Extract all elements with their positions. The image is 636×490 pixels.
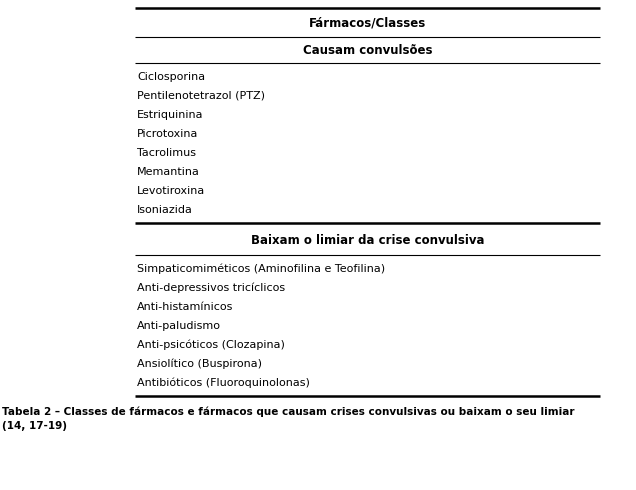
Text: Levotiroxina: Levotiroxina (137, 186, 205, 196)
Text: Isoniazida: Isoniazida (137, 205, 193, 215)
Text: Estriquinina: Estriquinina (137, 110, 204, 120)
Text: Simpaticomiméticos (Aminofilina e Teofilina): Simpaticomiméticos (Aminofilina e Teofil… (137, 264, 385, 274)
Text: Ciclosporina: Ciclosporina (137, 72, 205, 82)
Text: Baixam o limiar da crise convulsiva: Baixam o limiar da crise convulsiva (251, 235, 484, 247)
Text: Tacrolimus: Tacrolimus (137, 148, 196, 158)
Text: Antibióticos (Fluoroquinolonas): Antibióticos (Fluoroquinolonas) (137, 378, 310, 388)
Text: Anti-depressivos tricíclicos: Anti-depressivos tricíclicos (137, 283, 285, 293)
Text: Tabela 2 – Classes de fármacos e fármacos que causam crises convulsivas ou baixa: Tabela 2 – Classes de fármacos e fármaco… (2, 407, 574, 417)
Text: Ansiolítico (Buspirona): Ansiolítico (Buspirona) (137, 359, 262, 369)
Text: Anti-histamínicos: Anti-histamínicos (137, 302, 233, 312)
Text: Memantina: Memantina (137, 167, 200, 177)
Text: Fármacos/Classes: Fármacos/Classes (309, 17, 426, 29)
Text: Picrotoxina: Picrotoxina (137, 129, 198, 139)
Text: Pentilenotetrazol (PTZ): Pentilenotetrazol (PTZ) (137, 91, 265, 101)
Text: Anti-psicóticos (Clozapina): Anti-psicóticos (Clozapina) (137, 340, 285, 350)
Text: Anti-paludismo: Anti-paludismo (137, 321, 221, 331)
Text: Causam convulsões: Causam convulsões (303, 45, 432, 57)
Text: (14, 17-19): (14, 17-19) (2, 421, 67, 431)
